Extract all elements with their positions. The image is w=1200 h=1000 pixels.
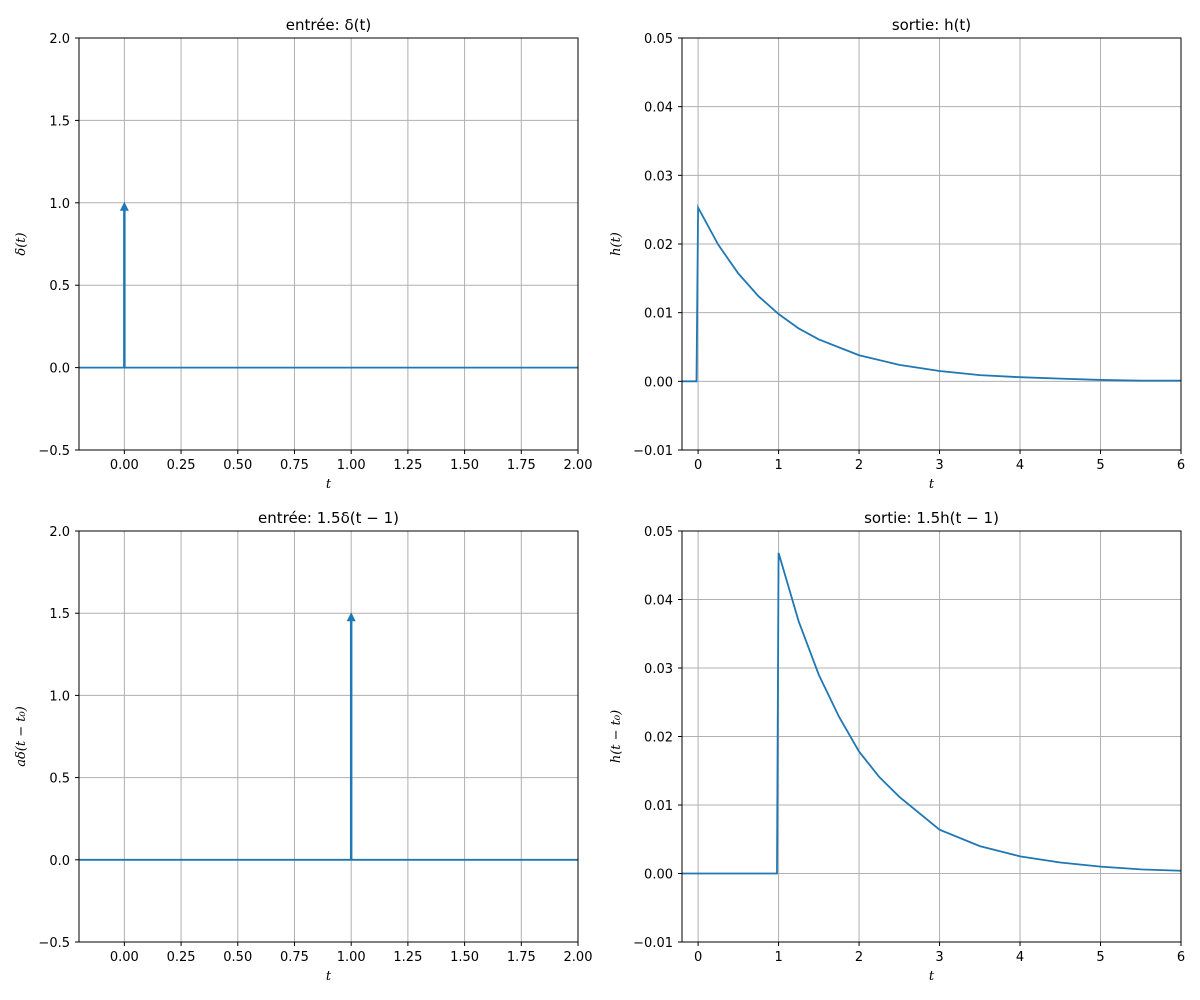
chart-title: sortie: 1.5h(t − 1) xyxy=(864,509,999,527)
x-tick-label: 0.50 xyxy=(223,950,252,965)
y-tick-label: 1.0 xyxy=(49,689,70,704)
x-tick-label: 1 xyxy=(774,950,782,965)
y-tick-label: −0.5 xyxy=(38,444,70,459)
x-tick-label: 1.00 xyxy=(337,458,366,473)
y-tick-label: 0.05 xyxy=(644,32,673,47)
impulse-arrowhead xyxy=(346,612,356,622)
x-axis-label: t xyxy=(326,477,332,492)
x-axis-label: t xyxy=(929,969,935,984)
x-tick-label: 0.75 xyxy=(280,458,309,473)
y-tick-label: −0.01 xyxy=(633,444,673,459)
y-axis-label: h(t − t₀) xyxy=(609,710,624,763)
y-tick-label: 0.02 xyxy=(644,731,673,746)
y-tick-label: 0.0 xyxy=(49,362,70,377)
x-tick-label: 2 xyxy=(855,458,863,473)
x-tick-label: 1.25 xyxy=(393,950,422,965)
chart-title: entrée: 1.5δ(t − 1) xyxy=(258,509,399,527)
y-tick-label: 1.0 xyxy=(49,197,70,212)
y-tick-label: 0.05 xyxy=(644,525,673,540)
y-tick-label: 0.5 xyxy=(49,772,70,787)
axes-frame xyxy=(681,37,1182,451)
y-tick-label: 0.00 xyxy=(644,868,673,883)
y-tick-label: 0.0 xyxy=(49,854,70,869)
y-tick-label: 0.04 xyxy=(644,101,673,116)
y-tick-label: 1.5 xyxy=(49,114,70,129)
x-tick-label: 0 xyxy=(694,950,702,965)
axes-frame xyxy=(681,530,1182,943)
x-tick-label: 1.00 xyxy=(337,950,366,965)
y-tick-label: −0.5 xyxy=(38,936,70,951)
x-tick-label: 0.50 xyxy=(223,458,252,473)
series-line xyxy=(682,552,1181,875)
y-axis-label: aδ(t − t₀) xyxy=(14,706,29,767)
x-tick-label: 5 xyxy=(1096,950,1104,965)
x-tick-label: 1.75 xyxy=(507,458,536,473)
y-tick-label: −0.01 xyxy=(633,936,673,951)
y-tick-label: 0.01 xyxy=(644,799,673,814)
x-tick-label: 1.50 xyxy=(450,950,479,965)
x-tick-label: 1.50 xyxy=(450,458,479,473)
y-axis-label: h(t) xyxy=(609,232,624,256)
x-tick-label: 0.25 xyxy=(167,458,196,473)
y-axis-label: δ(t) xyxy=(14,232,29,255)
impulse-arrowhead xyxy=(119,201,129,211)
x-tick-label: 1 xyxy=(774,458,782,473)
x-tick-label: 5 xyxy=(1096,458,1104,473)
x-tick-label: 0 xyxy=(694,458,702,473)
y-tick-label: 0.00 xyxy=(644,375,673,390)
chart-title: entrée: δ(t) xyxy=(286,16,372,34)
axes-frame xyxy=(78,530,579,943)
y-tick-label: 0.01 xyxy=(644,307,673,322)
chart-panel-1: 0.00 0.25 0.50 0.75 1.00 1.25 1.50 1.75 2.00 −0.5… xyxy=(14,16,592,492)
x-tick-label: 0.00 xyxy=(110,950,139,965)
x-tick-label: 2.00 xyxy=(564,458,593,473)
x-tick-label: 2 xyxy=(855,950,863,965)
y-tick-label: 0.5 xyxy=(49,279,70,294)
x-tick-label: 3 xyxy=(935,458,943,473)
x-tick-label: 6 xyxy=(1177,950,1185,965)
y-tick-label: 2.0 xyxy=(49,32,70,47)
x-tick-label: 0.00 xyxy=(110,458,139,473)
x-tick-label: 3 xyxy=(935,950,943,965)
x-tick-label: 4 xyxy=(1016,950,1024,965)
chart-panel-3: 0.00 0.25 0.50 0.75 1.00 1.25 1.50 1.75 2.00 −0.5… xyxy=(14,509,592,984)
x-tick-label: 1.25 xyxy=(393,458,422,473)
y-tick-label: 2.0 xyxy=(49,525,70,540)
series-line xyxy=(682,204,1181,383)
x-axis-label: t xyxy=(326,969,332,984)
x-tick-label: 1.75 xyxy=(507,950,536,965)
x-axis-label: t xyxy=(929,477,935,492)
chart-panel-4: 0 1 2 3 4 5 6 −0.01 0.00 0.01 0.02 0.03 0.04 0.05 sort… xyxy=(609,509,1185,984)
chart-title: sortie: h(t) xyxy=(892,16,971,34)
y-tick-label: 1.5 xyxy=(49,607,70,622)
x-tick-label: 0.25 xyxy=(167,950,196,965)
y-tick-label: 0.03 xyxy=(644,169,673,184)
y-tick-label: 0.02 xyxy=(644,238,673,253)
y-tick-label: 0.04 xyxy=(644,594,673,609)
x-tick-label: 4 xyxy=(1016,458,1024,473)
chart-panel-2: 0 1 2 3 4 5 6 −0.01 0.00 0.01 0.02 0.03 0.04 0.05 sort… xyxy=(609,16,1185,492)
x-tick-label: 6 xyxy=(1177,458,1185,473)
x-tick-label: 0.75 xyxy=(280,950,309,965)
y-tick-label: 0.03 xyxy=(644,662,673,677)
axes-frame xyxy=(78,37,579,451)
x-tick-label: 2.00 xyxy=(564,950,593,965)
